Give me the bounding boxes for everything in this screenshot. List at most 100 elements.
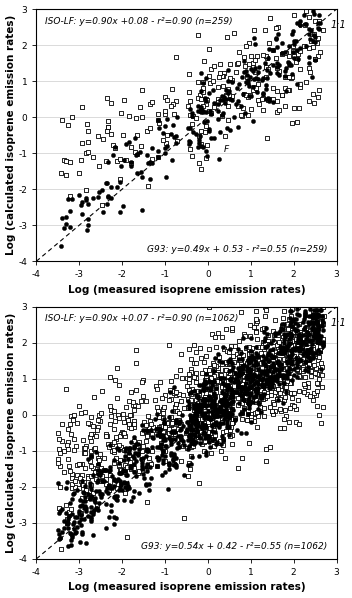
Point (296, 371, 301, 381)
Point (178, 420, 183, 430)
Point (238, 360, 243, 370)
Point (132, 467, 137, 477)
Point (146, 158, 151, 167)
Point (218, 69, 223, 78)
Point (254, 407, 259, 417)
Point (283, 86, 289, 96)
Point (207, 437, 212, 447)
Point (95, 465, 101, 475)
Point (108, 506, 113, 515)
Point (193, 347, 199, 356)
Point (200, 142, 206, 151)
Point (195, 414, 201, 424)
Point (140, 391, 145, 401)
Point (162, 121, 168, 130)
Point (237, 355, 243, 365)
Point (253, 388, 258, 398)
Point (294, 334, 299, 343)
Point (293, 325, 299, 334)
Point (121, 155, 127, 164)
Point (289, 315, 295, 325)
Point (305, 329, 311, 338)
Point (141, 417, 147, 426)
Point (315, 23, 320, 33)
Point (218, 411, 224, 420)
Point (189, 417, 195, 426)
Point (241, 361, 246, 370)
Point (287, 41, 292, 51)
Point (290, 41, 296, 51)
Point (105, 122, 111, 132)
Point (294, 357, 300, 367)
Point (149, 446, 155, 456)
Point (281, 414, 287, 424)
Point (188, 414, 194, 423)
Point (192, 417, 197, 426)
Point (243, 429, 249, 438)
Point (189, 385, 195, 394)
Point (310, 36, 316, 45)
Point (282, 332, 288, 341)
Point (184, 426, 190, 435)
Point (190, 420, 196, 430)
Point (246, 81, 252, 91)
Point (211, 133, 217, 143)
Point (211, 426, 216, 435)
Point (312, 334, 318, 343)
Point (231, 377, 237, 386)
Point (208, 64, 214, 74)
Point (195, 411, 200, 420)
Point (173, 463, 179, 472)
Point (188, 430, 194, 440)
Point (194, 393, 199, 403)
Point (162, 467, 168, 477)
Point (286, 60, 292, 69)
Point (77, 537, 82, 547)
Point (310, 350, 316, 359)
Point (193, 390, 199, 400)
Point (282, 72, 288, 82)
Point (95, 422, 101, 432)
Point (236, 371, 241, 381)
Point (132, 400, 138, 410)
Point (264, 329, 270, 339)
Point (111, 519, 117, 529)
Point (290, 359, 295, 369)
Point (313, 329, 318, 338)
Point (206, 424, 212, 434)
Point (83, 539, 89, 548)
Point (186, 404, 191, 413)
Point (296, 103, 301, 113)
Point (263, 373, 269, 382)
Point (297, 342, 303, 352)
Point (221, 373, 226, 383)
Point (283, 344, 288, 354)
Point (263, 361, 268, 371)
Point (308, 347, 314, 357)
Point (215, 328, 221, 338)
Point (92, 493, 98, 502)
Point (281, 364, 286, 374)
Point (239, 388, 245, 397)
Point (294, 117, 300, 127)
Point (56, 434, 62, 443)
Point (191, 438, 197, 447)
Point (307, 350, 313, 359)
Point (197, 431, 203, 441)
Point (188, 410, 193, 419)
Point (188, 434, 194, 443)
Point (218, 406, 224, 416)
Point (186, 139, 192, 149)
Point (303, 309, 308, 318)
Point (247, 321, 253, 330)
Point (229, 386, 235, 395)
Point (239, 111, 245, 121)
Point (195, 421, 201, 431)
Point (123, 155, 129, 165)
Point (95, 453, 101, 463)
Point (306, 58, 312, 68)
Point (247, 382, 253, 392)
Point (144, 420, 149, 430)
Point (255, 373, 260, 382)
Point (306, 360, 312, 370)
